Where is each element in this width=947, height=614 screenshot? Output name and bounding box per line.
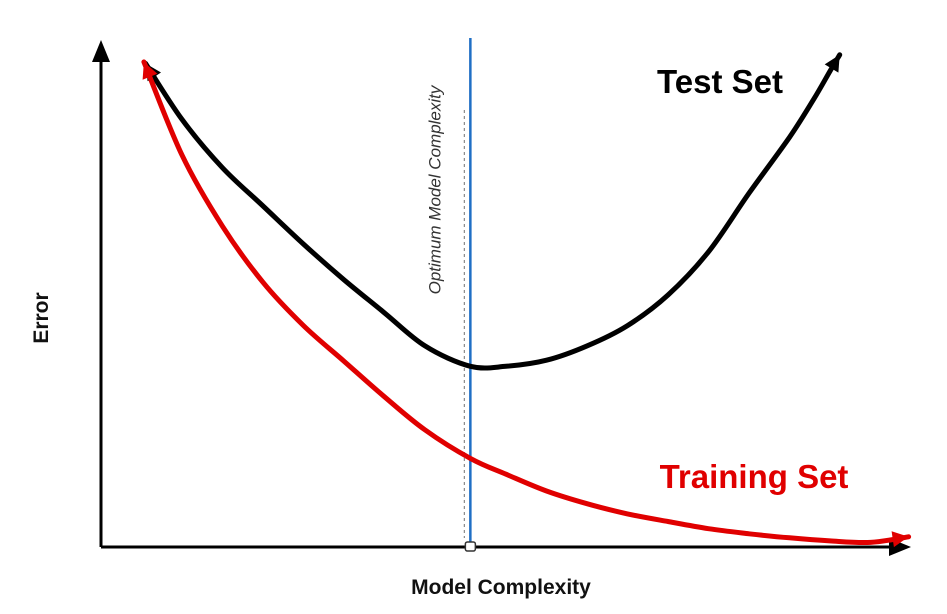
y-axis-label: Error (30, 292, 53, 343)
series-layer (141, 52, 912, 548)
optimum-annotation-label: Optimum Model Complexity (425, 84, 444, 294)
x-axis-label: Model Complexity (411, 576, 591, 599)
training-set-series (141, 59, 912, 548)
training-set-end-arrow-icon (891, 531, 909, 548)
optimum-axis-tick (464, 541, 477, 552)
test-set-series (143, 52, 843, 371)
axes (92, 40, 911, 556)
y-axis-arrow-icon (92, 40, 110, 62)
test-set-line (143, 52, 843, 371)
training-set-start-arrow-icon (142, 61, 158, 80)
optimum-marker: Optimum Model Complexity (425, 38, 477, 552)
test-set-end-arrow-icon (824, 54, 840, 73)
test-set-label: Test Set (657, 63, 783, 100)
training-set-line (141, 59, 912, 546)
training-set-label: Training Set (660, 458, 849, 495)
